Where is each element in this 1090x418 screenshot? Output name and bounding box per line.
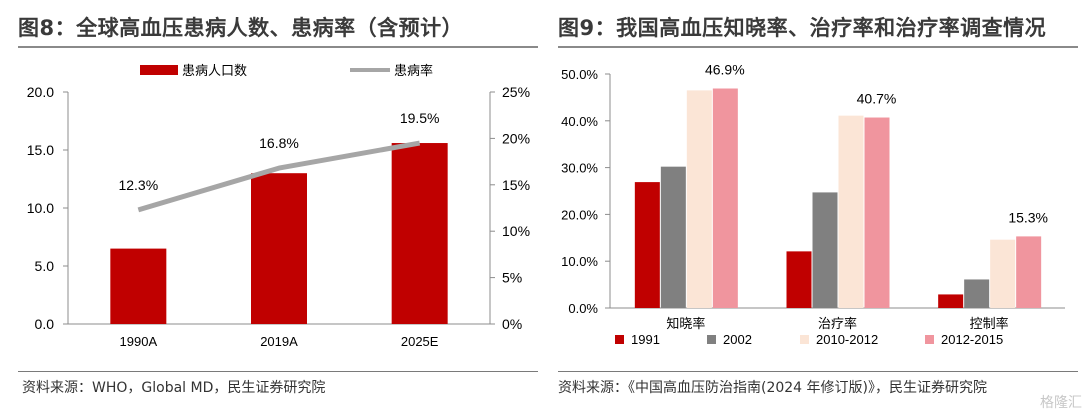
legend-label: 1991: [631, 332, 660, 347]
x-tick-label: 2025E: [401, 334, 439, 349]
bar-治疗率-2002: [812, 192, 838, 308]
y-tick-label: 50.0%: [561, 67, 598, 82]
right-y-tick-label: 15%: [502, 177, 530, 193]
right-source-note: 资料来源：《中国高血压防治指南(2024 年修订版)》，民生证券研究院: [558, 380, 988, 396]
legend-label: 2012-2015: [941, 332, 1003, 347]
legend-swatch-2002: [707, 335, 716, 344]
bar-知晓率-1991: [634, 182, 660, 308]
left-source-note: 资料来源：WHO，Global MD，民生证券研究院: [22, 380, 326, 396]
bar-知晓率-2010-2012: [686, 90, 712, 308]
x-tick-label: 2019A: [260, 334, 298, 349]
bar-2019A: [251, 173, 307, 324]
bar-1990A: [110, 248, 167, 324]
bar-控制率-2012-2015: [1016, 236, 1042, 308]
left-y-tick-label: 5.0: [35, 258, 55, 274]
bar-2025E: [391, 143, 448, 324]
data-label: 15.3%: [1008, 209, 1048, 225]
legend-swatch-2012-2015: [925, 335, 934, 344]
bar-控制率-2010-2012: [990, 239, 1016, 308]
left-y-tick-label: 20.0: [27, 84, 54, 100]
bar-治疗率-2012-2015: [864, 117, 890, 308]
right-y-tick-label: 25%: [502, 84, 530, 100]
left-source-rule: [18, 371, 538, 372]
left-y-tick-label: 0.0: [35, 316, 55, 332]
left-y-tick-label: 10.0: [27, 200, 54, 216]
right-y-tick-label: 20%: [502, 130, 530, 146]
prevalence-data-label: 12.3%: [118, 177, 158, 193]
watermark-text: 格隆汇: [1040, 395, 1082, 411]
left-combo-chart: 患病人口数 患病率 0.0 5.0 10.0 15.0 20.0 0% 5% 10% 15% 20% 2…: [27, 63, 530, 349]
bar-治疗率-1991: [786, 251, 812, 308]
prevalence-line: [137, 140, 421, 213]
left-y-tick-label: 15.0: [27, 142, 54, 158]
x-tick-label: 知晓率: [666, 316, 705, 331]
y-tick-label: 10.0%: [561, 254, 598, 269]
left-title-rule: [18, 46, 538, 48]
bar-知晓率-2002: [660, 166, 686, 308]
legend-swatch-2010-2012: [800, 335, 809, 344]
bar-控制率-2002: [964, 279, 990, 308]
x-tick-label: 治疗率: [818, 316, 857, 331]
y-tick-label: 40.0%: [561, 114, 598, 129]
bar-知晓率-2012-2015: [712, 88, 738, 308]
legend-label: 2010-2012: [816, 332, 878, 347]
legend-label: 2002: [723, 332, 752, 347]
y-tick-label: 30.0%: [561, 161, 598, 176]
right-source-rule: [558, 371, 1078, 372]
left-figure-title: 图8：全球高血压患病人数、患病率（含预计）: [18, 16, 464, 40]
right-title-rule: [558, 46, 1078, 48]
legend-label-line: 患病率: [394, 63, 433, 78]
y-tick-label: 0.0%: [568, 301, 598, 316]
legend-label-bar: 患病人口数: [182, 63, 247, 78]
legend-swatch-bar: [140, 65, 178, 75]
bar-治疗率-2010-2012: [838, 115, 864, 308]
prevalence-data-label: 16.8%: [259, 135, 299, 151]
data-label: 46.9%: [705, 62, 745, 78]
right-figure-title: 图9：我国高血压知晓率、治疗率和治疗率调查情况: [558, 16, 1047, 40]
x-tick-label: 1990A: [120, 334, 158, 349]
right-grouped-bar-chart: 0.0% 10.0% 20.0% 30.0% 40.0% 50.0% 46.9% 知晓率 40.…: [561, 62, 1065, 347]
x-tick-label: 控制率: [970, 316, 1009, 331]
legend-swatch-1991: [615, 335, 624, 344]
y-tick-label: 20.0%: [561, 207, 598, 222]
bar-控制率-1991: [938, 294, 964, 308]
right-y-tick-label: 10%: [502, 223, 530, 239]
data-label: 40.7%: [857, 91, 897, 107]
right-y-tick-label: 0%: [502, 316, 522, 332]
prevalence-data-label: 19.5%: [400, 110, 440, 126]
right-y-tick-label: 5%: [502, 270, 522, 286]
